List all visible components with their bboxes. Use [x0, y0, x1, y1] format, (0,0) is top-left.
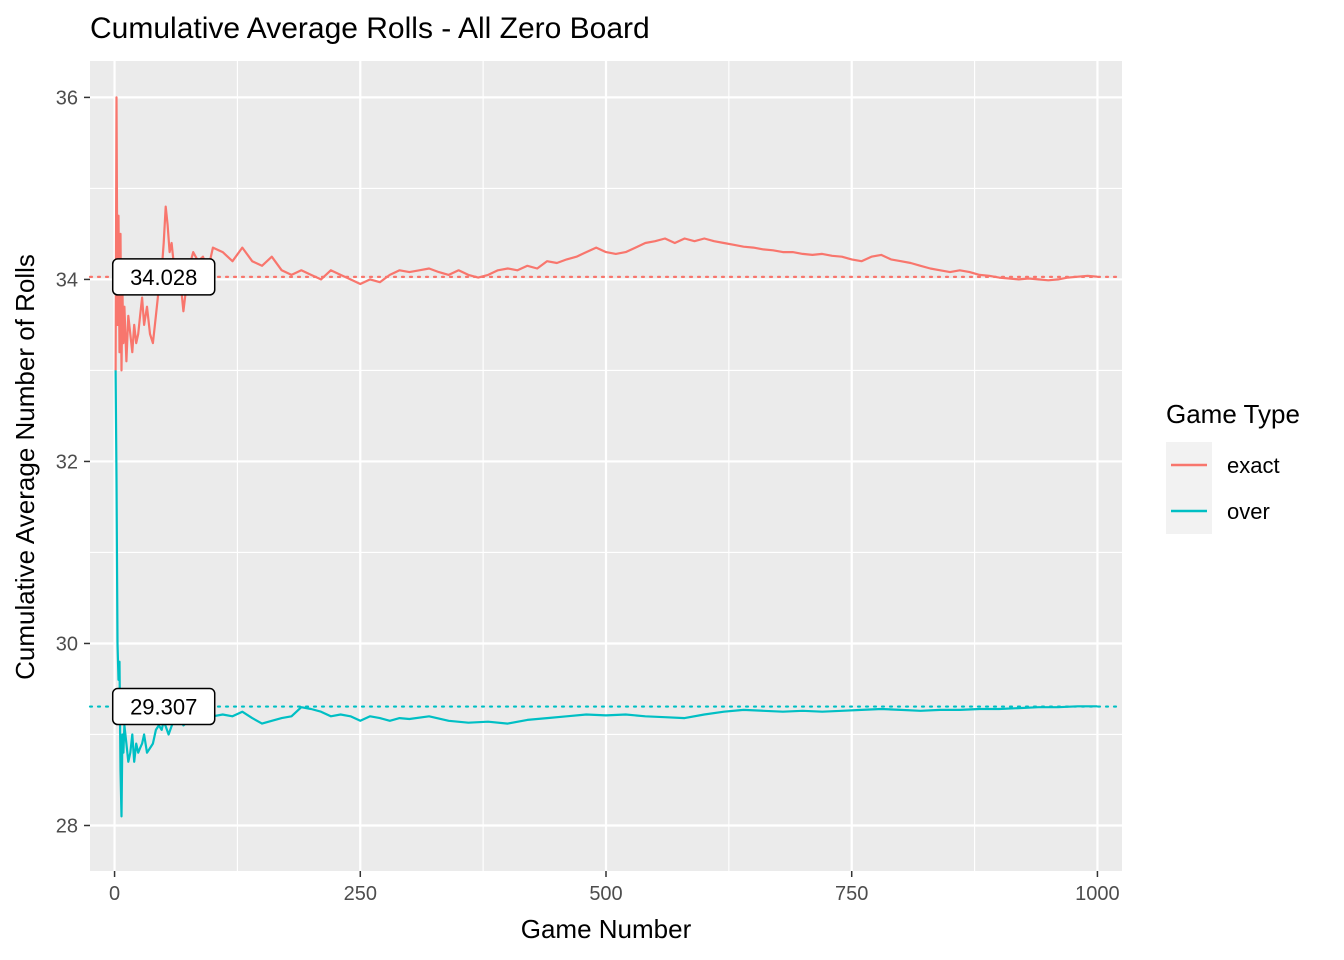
y-tick-label: 34	[56, 269, 78, 291]
x-tick-label: 1000	[1075, 883, 1120, 905]
axis-ticks: 0 250 500 750 1000 28 30 32 34 36	[56, 87, 1120, 905]
legend-key-background	[1166, 442, 1212, 534]
plot-panel	[90, 61, 1122, 871]
mean-labels: 34.028 29.307	[111, 258, 216, 726]
x-tick-label: 250	[344, 883, 377, 905]
y-tick-label: 30	[56, 633, 78, 655]
legend-label-exact: exact	[1227, 453, 1280, 478]
mean-label-over: 29.307	[111, 687, 216, 726]
mean-label-box	[111, 687, 216, 726]
y-tick-label: 36	[56, 87, 78, 109]
series-line-over	[114, 370, 1098, 818]
mean-label-exact: 34.028	[111, 258, 216, 296]
x-tick-label: 0	[109, 883, 120, 905]
series-layer	[88, 96, 1124, 818]
legend-title: Game Type	[1166, 399, 1300, 429]
mean-label-text: 29.307	[130, 695, 197, 720]
legend: Game Type exact over	[1166, 399, 1300, 534]
legend-label-over: over	[1227, 499, 1270, 524]
x-axis-title: Game Number	[521, 914, 692, 944]
y-tick-label: 32	[56, 451, 78, 473]
series-line-exact	[114, 96, 1098, 372]
chart-title: Cumulative Average Rolls - All Zero Boar…	[90, 12, 650, 45]
y-tick-label: 28	[56, 815, 78, 837]
x-tick-label: 500	[589, 883, 622, 905]
mean-label-box	[111, 258, 216, 296]
x-tick-label: 750	[835, 883, 868, 905]
mean-label-text: 34.028	[130, 265, 197, 290]
y-axis-title: Cumulative Average Number of Rolls	[10, 254, 40, 680]
